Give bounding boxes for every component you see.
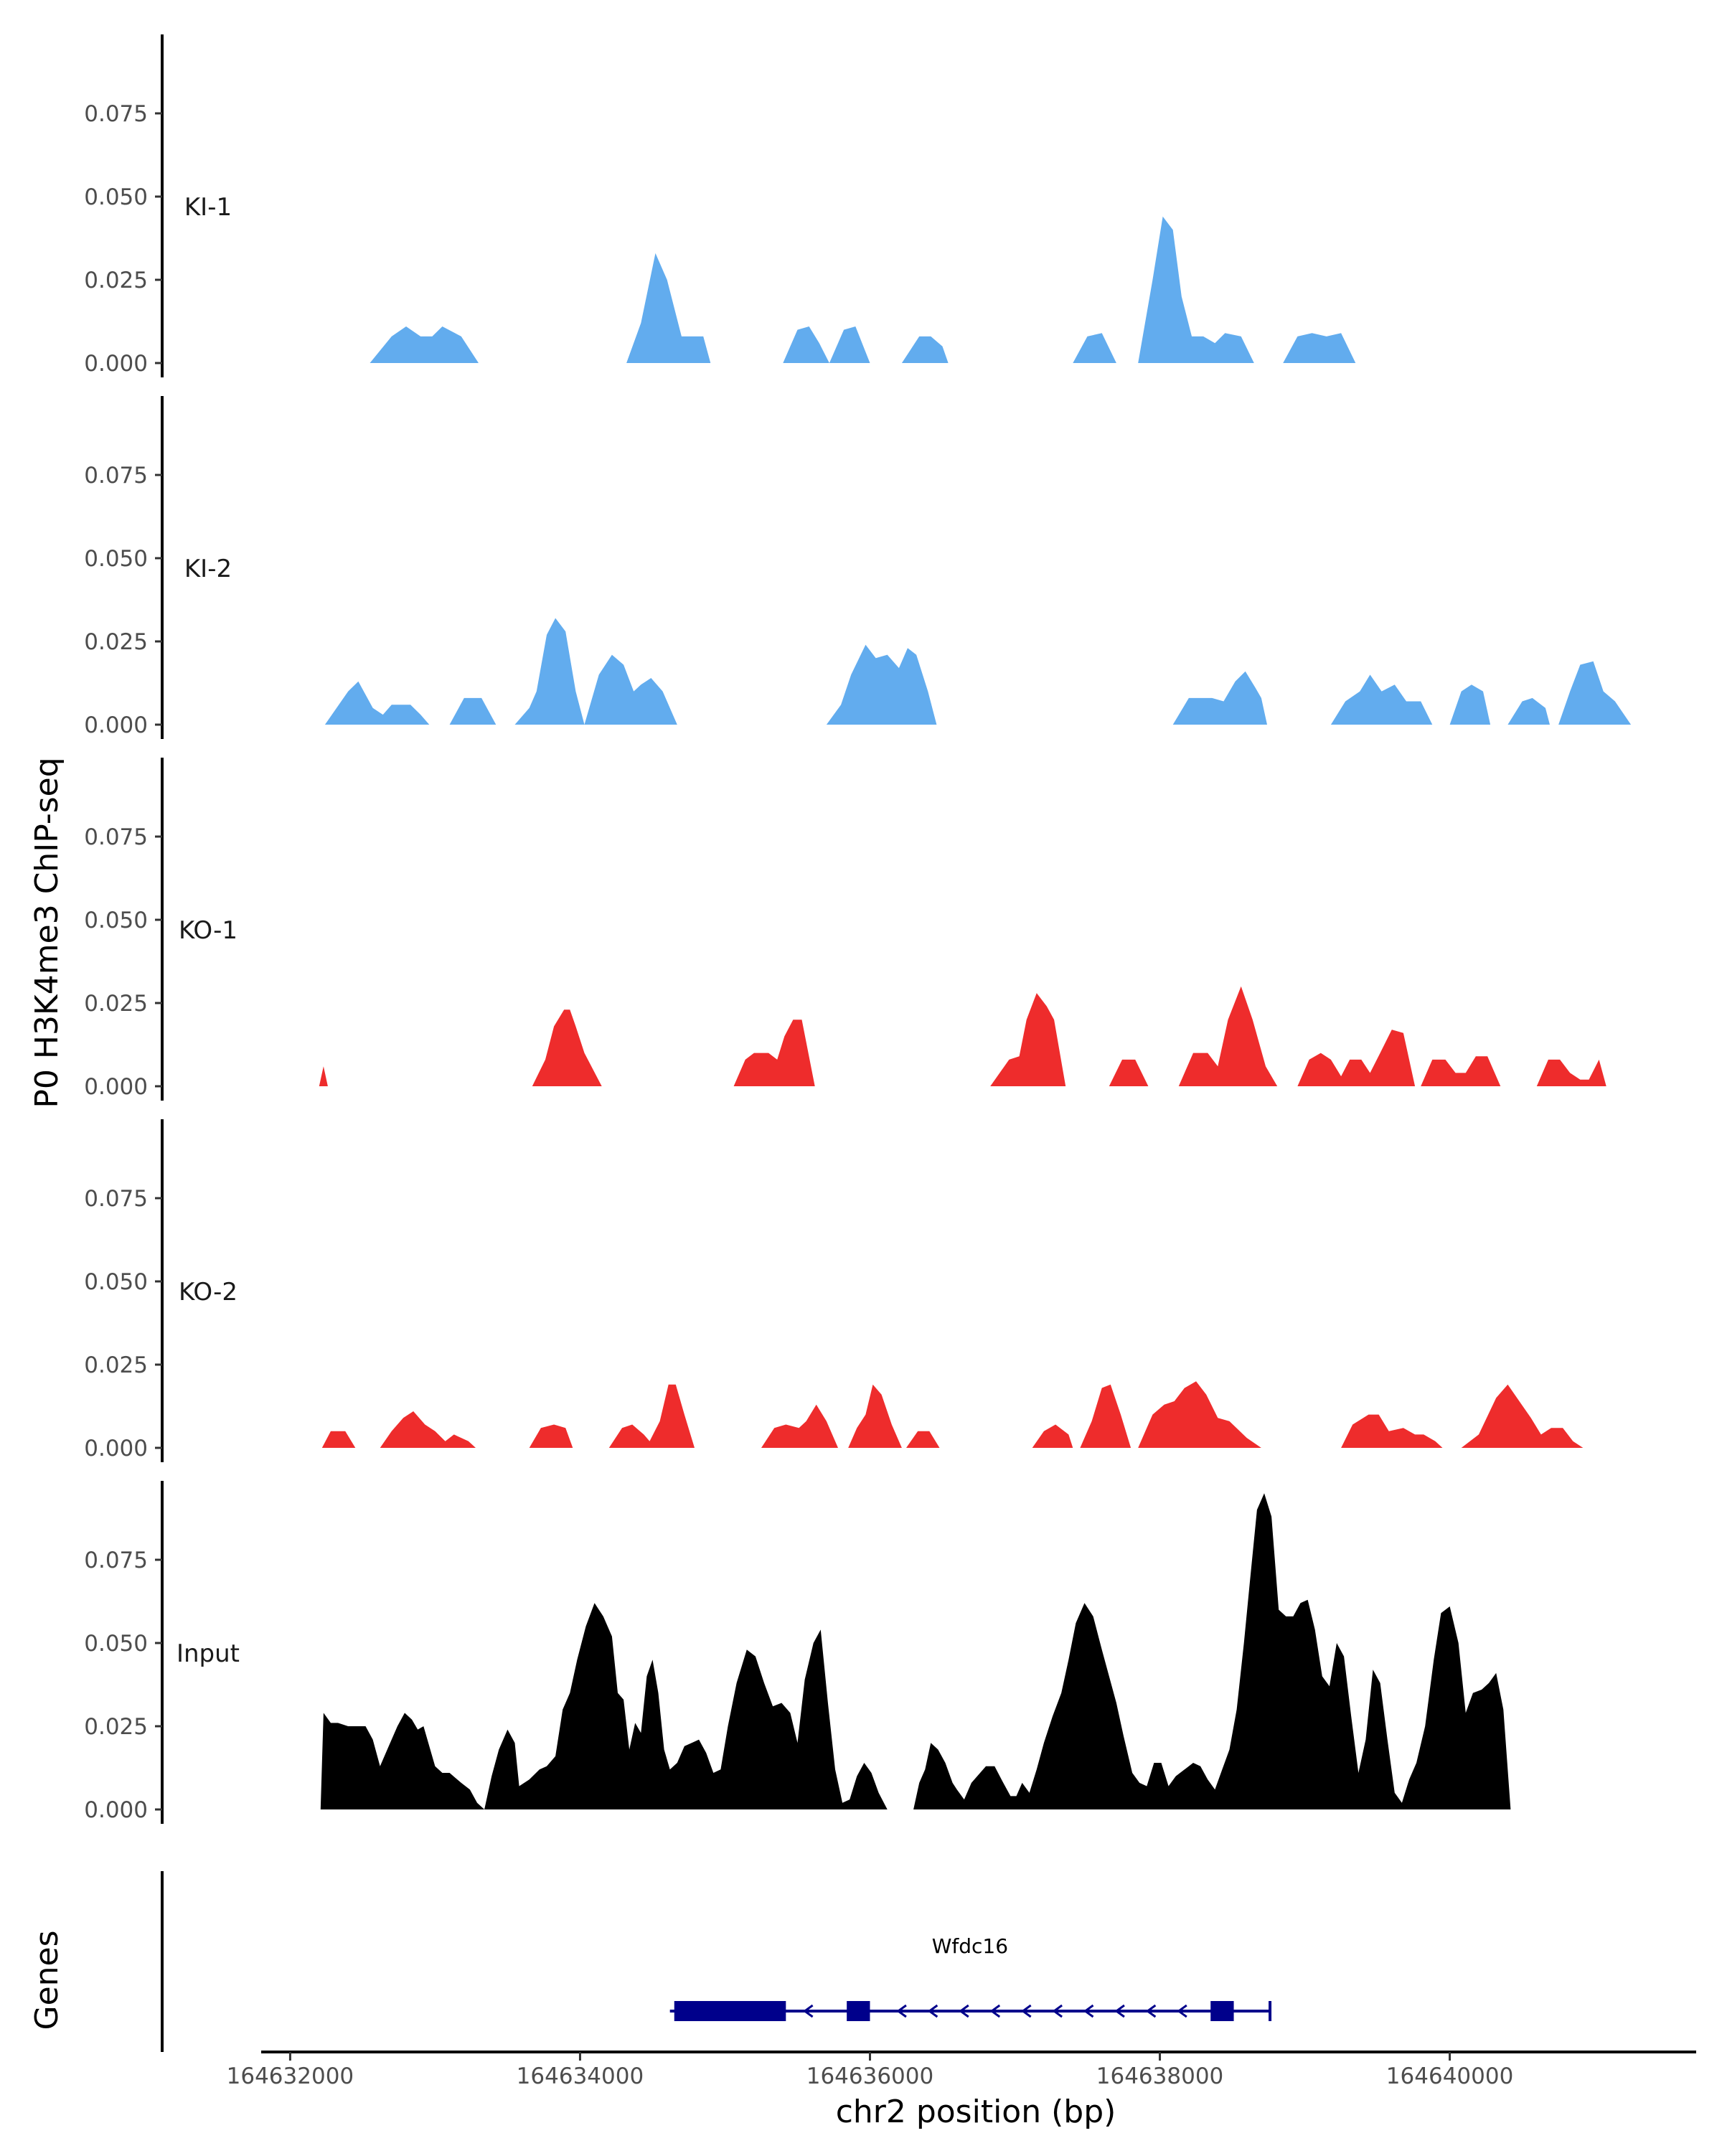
strand-arrow [1145,2004,1157,2018]
y-tick-label: 0.000 [84,1436,148,1461]
signal-area [626,253,711,363]
y-tick-label: 0.000 [84,1074,148,1100]
signal-area [1138,216,1254,363]
signal-area [370,326,479,363]
x-axis: 164632000 164634000 164636000 164638000 1646… [227,2051,1696,2089]
signal-area [901,336,949,363]
strand-arrow [959,2004,969,2018]
signal-area [733,1020,815,1086]
y-tick-label: 0.050 [84,546,148,572]
signal-area [1558,661,1632,725]
signal-area [1507,697,1550,725]
y-tick-label: 0.025 [84,268,148,293]
track-panel-ko-2: 0.000 0.025 0.050 0.075 KO-2 [84,1119,1584,1462]
signal-area [449,697,497,725]
signal-area [320,1603,888,1809]
y-tick-label: 0.000 [84,351,148,377]
gene-exon [847,2001,870,2021]
track-panel-ko-1: 0.000 0.025 0.050 0.075 KO-1 [84,758,1606,1101]
track-panel-ki-1: 0.000 0.025 0.050 0.075 KI-1 [84,34,1356,377]
y-tick-label: 0.025 [84,1714,148,1740]
signal-area [1283,333,1356,363]
signal-area [1109,1059,1149,1086]
signal-area [1138,1381,1261,1448]
y-tick-label: 0.050 [84,908,148,933]
signal-area [906,1431,940,1448]
y-axis-title: P0 H3K4me3 ChIP-seq [29,757,65,1108]
track-label: KO-2 [179,1278,237,1307]
signal-area [380,1411,476,1448]
signal-area [324,681,430,725]
signal-area [1421,1056,1501,1086]
strand-arrow [927,2004,938,2018]
y-tick-label: 0.025 [84,1352,148,1378]
gene-label: Wfdc16 [932,1934,1008,1958]
signal-area [1073,333,1116,363]
x-tick-label: 164634000 [517,2063,644,2089]
track-label: KI-2 [184,555,232,583]
gene-exon [1210,2001,1234,2021]
signal-area [1449,684,1491,725]
track-panel-ki-2: 0.000 0.025 0.050 0.075 KI-2 [84,396,1632,739]
signal-area [990,993,1066,1086]
y-tick-label: 0.025 [84,629,148,655]
signal-area [761,1404,838,1448]
signal-area [532,1009,602,1086]
y-tick-label: 0.050 [84,184,148,210]
signal-area [319,1066,328,1086]
strand-arrow [896,2004,907,2018]
gene-exon [674,2001,786,2021]
strand-arrow [803,2004,814,2018]
track-panel-input: 0.000 0.025 0.050 0.075 Input [84,1481,1511,1824]
strand-arrow [989,2004,1001,2018]
signal-area [826,644,937,725]
signal-area [529,1424,573,1448]
y-tick-label: 0.000 [84,712,148,738]
track-label: KO-1 [179,916,237,945]
signal-area [913,1493,1511,1809]
signal-area [1330,674,1433,725]
y-tick-label: 0.075 [84,101,148,127]
x-axis-title: chr2 position (bp) [836,2094,1116,2130]
signal-area [783,326,870,363]
gene-panel: Wfdc16 [161,1871,1272,2052]
signal-area [1297,1030,1416,1086]
y-tick-label: 0.050 [84,1631,148,1657]
track-label: KI-1 [184,193,232,222]
y-tick-label: 0.000 [84,1797,148,1823]
strand-arrow [1052,2004,1063,2018]
x-tick-label: 164632000 [227,2063,354,2089]
genes-axis-title: Genes [29,1930,65,2030]
signal-area [1341,1414,1443,1448]
signal-area [1080,1384,1131,1448]
x-tick-label: 164638000 [1096,2063,1224,2089]
y-tick-label: 0.075 [84,463,148,489]
signal-area [1172,671,1267,725]
y-tick-label: 0.075 [84,1548,148,1573]
y-tick-label: 0.050 [84,1269,148,1295]
signal-area [1536,1059,1606,1086]
signal-area [1461,1384,1584,1448]
signal-area [1178,986,1278,1086]
strand-arrow [1177,2004,1187,2018]
signal-area [608,1384,695,1448]
signal-area [848,1384,902,1448]
y-tick-label: 0.025 [84,991,148,1017]
y-tick-label: 0.075 [84,1186,148,1212]
x-tick-label: 164640000 [1386,2063,1514,2089]
track-panels: 0.0000.0250.0500.075KI-10.0000.0250.0500… [84,34,1632,1824]
signal-area [514,618,677,725]
strand-arrow [1021,2004,1032,2018]
signal-area [321,1431,356,1448]
strand-arrow [1114,2004,1125,2018]
y-tick-label: 0.075 [84,824,148,850]
signal-area [1032,1424,1073,1448]
x-tick-label: 164636000 [806,2063,934,2089]
strand-arrow [1083,2004,1094,2018]
track-label: Input [177,1639,240,1668]
